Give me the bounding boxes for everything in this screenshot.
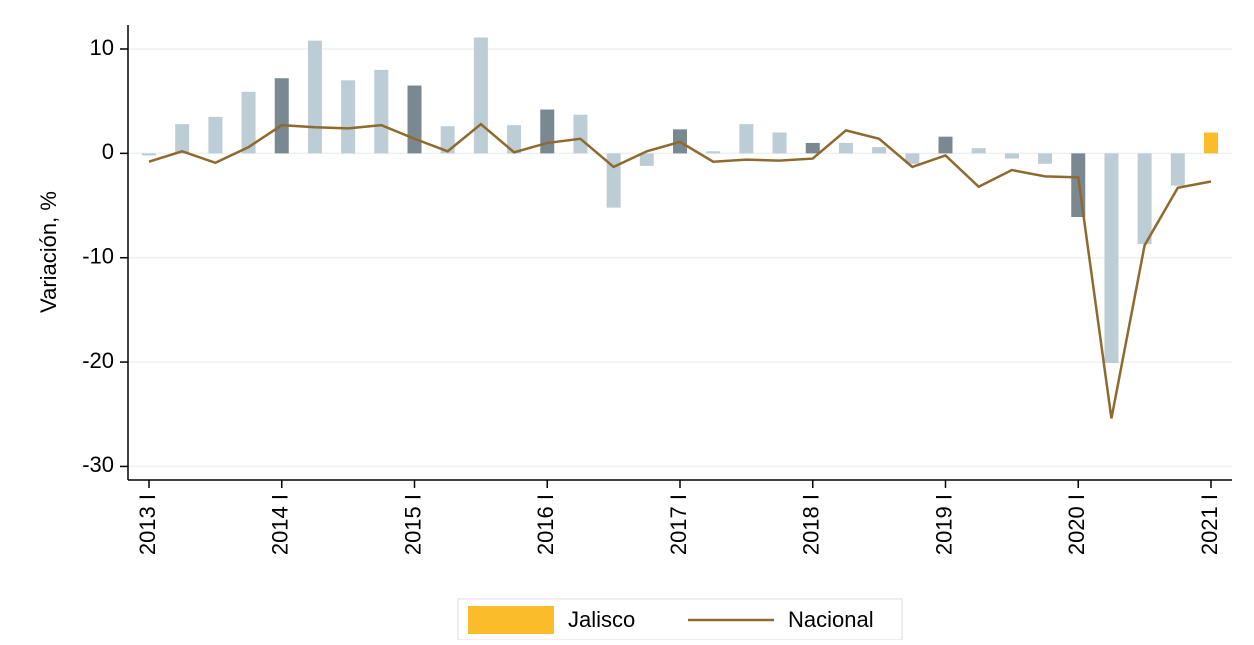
legend-label: Jalisco <box>568 607 635 632</box>
bar <box>606 153 621 208</box>
x-tick-label: 2013 I <box>135 494 160 555</box>
y-tick-label: -10 <box>82 244 114 269</box>
bar <box>540 109 555 154</box>
line <box>148 122 1212 419</box>
bar <box>872 147 887 154</box>
bar <box>473 37 488 154</box>
bar <box>706 151 721 154</box>
bar <box>142 153 156 156</box>
bar <box>507 125 522 154</box>
bar <box>805 142 820 154</box>
x-tick-label: 2018 I <box>799 494 824 555</box>
bar <box>274 78 289 154</box>
y-tick-label: 10 <box>90 35 114 60</box>
bar <box>1204 132 1218 154</box>
bar <box>241 91 256 154</box>
x-tick-label: 2015 I <box>400 494 425 555</box>
bar <box>772 132 787 154</box>
x-tick-label: 2014 I <box>268 494 293 555</box>
bar <box>307 40 322 154</box>
bar <box>905 153 920 164</box>
y-tick-label: -30 <box>82 452 114 477</box>
y-tick-label: -20 <box>82 348 114 373</box>
x-tick-label: 2020 I <box>1064 494 1089 555</box>
bar <box>971 148 986 154</box>
x-tick-label: 2016 I <box>533 494 558 555</box>
x-tick-label: 2017 I <box>666 494 691 555</box>
bar <box>639 153 654 166</box>
bar <box>341 80 356 154</box>
x-tick-label: 2021 I <box>1197 494 1222 555</box>
x-tick-label: 2019 I <box>931 494 956 555</box>
bar <box>1104 153 1119 364</box>
bar <box>208 116 223 154</box>
bar <box>440 126 455 154</box>
bar <box>374 69 389 154</box>
bar <box>838 142 853 154</box>
bar <box>175 124 190 154</box>
bar <box>1038 153 1053 164</box>
bar <box>739 124 754 154</box>
bar <box>938 136 953 154</box>
legend-label: Nacional <box>788 607 874 632</box>
bar <box>1004 153 1019 159</box>
y-axis-label: Variación, % <box>36 191 61 313</box>
bar <box>1137 153 1152 245</box>
bar <box>407 85 422 154</box>
legend-swatch <box>468 606 554 634</box>
bar <box>1170 153 1185 186</box>
y-tick-label: 0 <box>102 139 114 164</box>
bar <box>573 114 588 154</box>
